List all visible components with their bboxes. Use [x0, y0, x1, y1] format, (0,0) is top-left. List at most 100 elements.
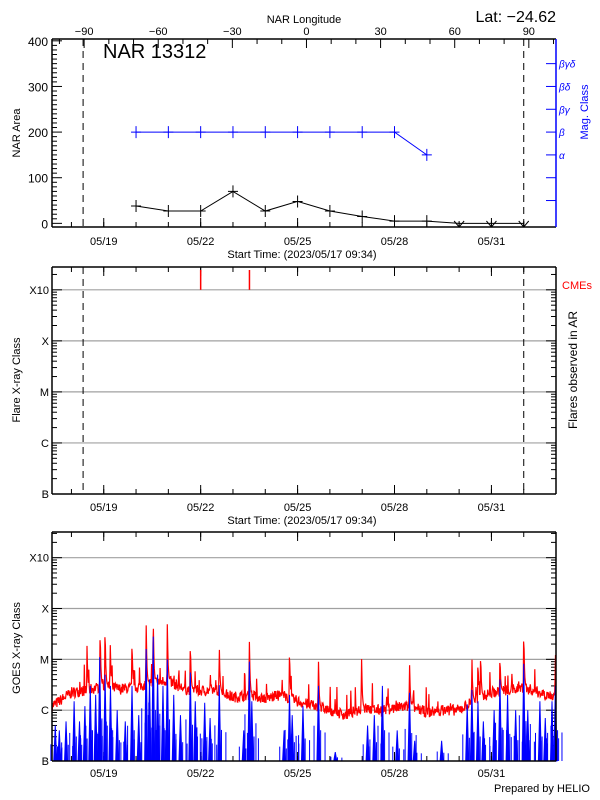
y-tick-label: C: [41, 705, 49, 717]
nar-area-point: [357, 210, 368, 223]
panel2-xlabel: Start Time: (2023/05/17 09:34): [227, 515, 376, 527]
goes-long-channel-line: [51, 624, 557, 720]
x-tick-label: 05/31: [478, 768, 506, 780]
mag-class-line: [136, 131, 428, 156]
point-marker: [227, 185, 238, 198]
x-tick-label: 05/19: [90, 236, 118, 248]
point-marker: [195, 126, 206, 139]
y-tick-label: X10: [29, 553, 49, 565]
top-tick-label: −90: [75, 26, 94, 38]
y-tick-label: M: [40, 654, 49, 666]
panel1-xlabel: Start Time: (2023/05/17 09:34): [227, 249, 376, 261]
cme-label: CMEs: [562, 280, 592, 292]
mag-class-point: [357, 126, 368, 139]
nar-area-point: [260, 205, 271, 218]
point-marker: [260, 126, 271, 139]
y-tick-label: 0: [41, 217, 48, 231]
mag-class-point: [260, 126, 271, 139]
nar-area-point: [324, 205, 335, 218]
point-marker: [163, 205, 174, 218]
point-marker: [324, 205, 335, 218]
nar-area-point: [227, 185, 238, 198]
x-tick-label: 05/31: [478, 236, 506, 248]
point-marker: [195, 205, 206, 218]
point-marker: [131, 200, 142, 213]
point-marker: [292, 126, 303, 139]
mag-class-point: [195, 126, 206, 139]
x-tick-label: 05/28: [381, 502, 409, 514]
y-tick-label: 400: [28, 35, 48, 49]
x-tick-label: 05/19: [90, 502, 118, 514]
latitude-label: Lat: −24.62: [475, 9, 556, 26]
nar-area-point: [292, 195, 303, 208]
mag-class-point: [292, 126, 303, 139]
nar-title: NAR 13312: [103, 41, 206, 63]
top-axis-label: NAR Longitude: [267, 14, 342, 26]
mag-class-point: [421, 148, 432, 161]
nar-area-point: [163, 205, 174, 218]
point-marker: [421, 215, 432, 228]
panel2-y2label: Flares observed in AR: [566, 311, 580, 429]
mag-class-label: β: [558, 128, 565, 139]
top-tick-label: −60: [149, 26, 168, 38]
top-tick-label: 30: [374, 26, 386, 38]
mag-class-point: [389, 126, 400, 139]
goes-short-channel-spike: [313, 685, 326, 762]
y-tick-label: 100: [28, 172, 48, 186]
point-marker: [357, 126, 368, 139]
y-tick-label: M: [40, 387, 49, 399]
top-tick-label: 90: [523, 26, 535, 38]
x-tick-label: 05/25: [284, 768, 312, 780]
goes-short-channel-spike: [467, 689, 480, 762]
point-marker: [421, 148, 432, 161]
mag-class-label: βγδ: [558, 60, 576, 71]
credit-label: Prepared by HELIO: [494, 783, 590, 795]
panel1-y2label: Mag. Class: [579, 84, 591, 140]
plots: 05/19 05/22 05/25 05/28 05/31 0 100 200 300 400 −9…: [28, 26, 576, 780]
panel1-ylabel: NAR Area: [11, 108, 23, 158]
point-marker: [324, 126, 335, 139]
mag-class-label: βδ: [558, 82, 571, 93]
nar-area-point: [389, 215, 400, 228]
x-tick-label: 05/31: [478, 502, 506, 514]
mag-class-label: βγ: [558, 105, 571, 116]
mag-class-point: [324, 126, 335, 139]
y-tick-label: 200: [28, 126, 48, 140]
nar-area-point: [195, 205, 206, 218]
x-tick-label: 05/25: [284, 236, 312, 248]
x-tick-label: 05/28: [381, 768, 409, 780]
top-tick-label: 60: [449, 26, 461, 38]
x-tick-label: 05/22: [187, 236, 215, 248]
panel3-ylabel: GOES X-ray Class: [11, 602, 23, 694]
mag-class-point: [131, 126, 142, 139]
y-tick-label: X10: [29, 285, 49, 297]
y-tick-label: B: [42, 489, 49, 501]
x-tick-label: 05/28: [381, 236, 409, 248]
x-tick-label: 05/22: [187, 768, 215, 780]
point-marker: [357, 210, 368, 223]
mag-class-label: α: [559, 151, 565, 162]
x-tick-label: 05/25: [284, 502, 312, 514]
y-tick-label: X: [42, 604, 50, 616]
y-tick-label: X: [42, 336, 50, 348]
goes-short-channel-spike: [392, 730, 405, 762]
point-marker: [163, 126, 174, 139]
nar-area-point: [131, 200, 142, 213]
point-marker: [389, 126, 400, 139]
mag-class-point: [163, 126, 174, 139]
x-tick-label: 05/19: [90, 768, 118, 780]
nar-area-point: [421, 215, 432, 228]
point-marker: [260, 205, 271, 218]
point-marker: [389, 215, 400, 228]
goes-short-channel-spike: [436, 740, 449, 762]
point-marker: [131, 126, 142, 139]
y-tick-label: 300: [28, 80, 48, 94]
point-marker: [227, 126, 238, 139]
goes-short-channel-spike: [369, 715, 382, 762]
goes-short-channel-spike: [502, 694, 515, 762]
panel2-ylabel: Flare X-ray Class: [11, 337, 23, 422]
x-tick-label: 05/22: [187, 502, 215, 514]
y-tick-label: C: [41, 438, 49, 450]
